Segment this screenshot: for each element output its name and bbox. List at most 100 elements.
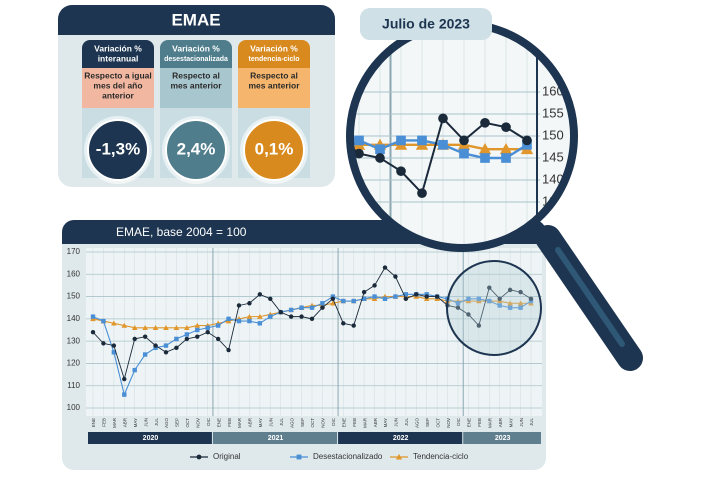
point <box>142 324 148 331</box>
point <box>396 135 406 146</box>
point <box>153 343 158 348</box>
x-tick-label: DIC <box>456 417 461 426</box>
point <box>375 153 385 163</box>
y-tick-label: 110 <box>67 381 80 390</box>
point <box>354 135 364 146</box>
legend-label: Tendencia-ciclo <box>413 452 469 461</box>
x-tick-label: AGO <box>164 418 169 429</box>
point <box>38 156 50 167</box>
point <box>163 324 169 331</box>
x-tick-label: MAY <box>383 418 388 427</box>
point <box>215 336 221 342</box>
year-band <box>88 432 212 444</box>
point <box>341 321 346 326</box>
lens-handle-shine <box>555 247 625 347</box>
x-tick-label: MAY <box>258 418 263 427</box>
zoom-indicator <box>446 260 542 356</box>
point <box>18 162 28 172</box>
card-title: interanual <box>98 53 139 63</box>
x-tick-label: MAR <box>487 417 492 428</box>
zoom-tab <box>360 8 492 40</box>
point <box>361 296 367 301</box>
plot-area <box>86 248 542 416</box>
point <box>438 113 448 124</box>
point <box>39 171 49 181</box>
x-tick-label: NOV <box>321 418 326 428</box>
zoom-title: Julio de 2023 <box>382 16 470 32</box>
point <box>90 330 96 335</box>
point <box>478 143 492 155</box>
x-tick-label: ENE <box>216 418 221 427</box>
card-title-bg <box>238 40 310 68</box>
point <box>268 314 273 319</box>
point <box>195 334 200 339</box>
x-tick-label: JUN <box>268 418 273 427</box>
point <box>330 296 336 301</box>
point <box>247 318 252 324</box>
point <box>142 352 148 357</box>
point <box>372 294 377 299</box>
card-title-bg <box>82 40 154 68</box>
series-group <box>90 265 534 397</box>
point <box>111 350 117 355</box>
zoom-tick-label: 155 <box>542 105 564 120</box>
y-tick-label: 100 <box>67 403 81 412</box>
card-title: tendencia-ciclo <box>249 56 300 63</box>
point <box>174 345 179 351</box>
card-title: Variación % <box>172 43 220 53</box>
chart-title: EMAE, base 2004 = 100 <box>116 225 247 239</box>
x-tick-label: ABR <box>498 417 503 427</box>
x-tick-label: FEB <box>352 418 357 427</box>
handle-layer <box>535 225 643 371</box>
year-label: 2022 <box>393 435 409 442</box>
point <box>403 296 409 301</box>
point <box>417 188 427 199</box>
y-tick-label: 160 <box>67 269 81 278</box>
x-tick-label: AGO <box>414 418 419 429</box>
value-circle <box>87 119 149 181</box>
y-tick-label: 170 <box>67 247 81 256</box>
zoom-tick-label: 140 <box>542 171 564 186</box>
point <box>403 292 409 297</box>
zoom-tick-label: 160 <box>542 83 564 98</box>
point <box>0 136 7 146</box>
point <box>501 153 511 163</box>
y-tick-label: 120 <box>67 359 81 368</box>
x-tick-label: JUL <box>154 418 159 426</box>
point <box>215 323 221 328</box>
point <box>351 298 356 304</box>
point <box>132 367 137 373</box>
point <box>132 336 137 342</box>
x-tick-label: JUN <box>143 418 148 427</box>
x-tick-label: OCT <box>185 418 190 428</box>
x-tick-label: OCT <box>435 418 440 428</box>
x-tick-label: ENE <box>341 418 346 427</box>
point <box>299 305 304 310</box>
x-tick-label: FEB <box>227 418 232 427</box>
point <box>466 312 471 317</box>
x-tick-label: JUL <box>279 418 284 426</box>
point <box>165 188 175 198</box>
point <box>330 300 336 306</box>
point <box>455 305 461 310</box>
year-band <box>212 432 338 444</box>
point <box>205 330 210 335</box>
point <box>184 324 190 331</box>
point <box>247 301 252 306</box>
point <box>257 321 263 326</box>
point <box>518 305 523 310</box>
point <box>122 392 127 397</box>
point <box>163 350 169 355</box>
point <box>299 314 304 319</box>
point <box>173 324 180 331</box>
x-tick-label: JUN <box>394 418 399 427</box>
point <box>184 332 190 337</box>
x-tick-label: ABR <box>373 417 378 427</box>
card-subtitle: Respecto al <box>250 70 298 80</box>
x-tick-label: ENE <box>467 418 472 427</box>
legend-label: Desestacionalizado <box>313 452 383 461</box>
card-subtitle: Respecto al <box>172 70 220 80</box>
